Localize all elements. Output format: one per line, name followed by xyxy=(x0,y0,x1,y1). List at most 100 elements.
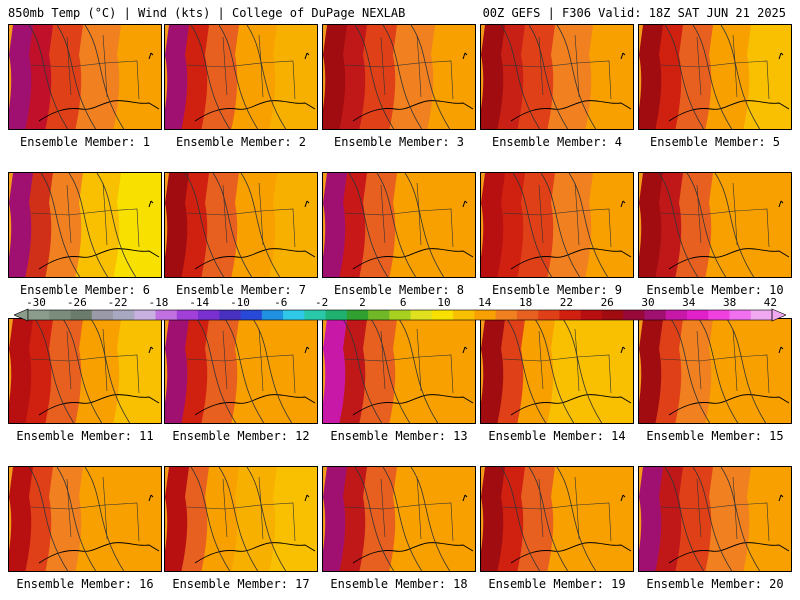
height-contour xyxy=(528,467,569,571)
height-contour xyxy=(398,319,439,423)
ensemble-member-map xyxy=(480,466,634,572)
ensemble-member-caption: Ensemble Member: 12 xyxy=(172,429,310,443)
height-contour xyxy=(720,467,761,571)
colorbar-tick: 2 xyxy=(359,296,366,309)
ensemble-member-caption: Ensemble Member: 13 xyxy=(330,429,468,443)
colorbar-swatch xyxy=(580,310,603,320)
wind-barb xyxy=(620,346,626,354)
colorbar-swatch xyxy=(623,310,645,320)
ensemble-member-caption: Ensemble Member: 14 xyxy=(488,429,626,443)
wind-barb xyxy=(462,346,468,354)
coastline xyxy=(668,248,790,270)
temperature-band xyxy=(427,25,475,129)
coastline xyxy=(352,248,474,270)
colorbar-swatch xyxy=(410,310,433,320)
state-border xyxy=(30,182,140,248)
height-contour xyxy=(376,173,417,277)
ensemble-member-map xyxy=(8,172,162,278)
wind-barb xyxy=(620,494,626,502)
wind-barb xyxy=(778,494,784,502)
colorbar-tick: -2 xyxy=(314,296,329,309)
height-contour xyxy=(28,25,69,129)
colorbar-tick: 26 xyxy=(600,296,614,309)
colorbar-tick: 38 xyxy=(722,296,737,309)
colorbar-swatch xyxy=(453,310,475,320)
colorbar-tick: -10 xyxy=(230,296,250,309)
height-contour xyxy=(534,319,575,423)
ensemble-member-caption: Ensemble Member: 3 xyxy=(333,135,465,149)
colorbar-swatch xyxy=(113,310,135,320)
wind-barb xyxy=(620,200,626,208)
height-contour xyxy=(252,319,293,423)
valid-time: 00Z GEFS | F306 Valid: 18Z SAT JUN 21 20… xyxy=(482,6,786,20)
state-border xyxy=(502,34,612,100)
ensemble-member-caption: Ensemble Member: 6 xyxy=(19,283,151,297)
colorbar-swatch xyxy=(261,310,284,320)
wind-barb xyxy=(304,52,310,60)
colorbar-swatch xyxy=(91,310,114,320)
wind-barb xyxy=(304,346,310,354)
wind-barb xyxy=(462,494,468,502)
colorbar-swatch xyxy=(346,310,369,320)
state-border xyxy=(344,328,454,394)
height-contour xyxy=(218,25,259,129)
state-border xyxy=(502,476,612,542)
height-contour xyxy=(714,173,755,277)
height-contour xyxy=(556,25,597,129)
temperature-band xyxy=(743,319,791,423)
height-contour xyxy=(84,25,125,129)
height-contour xyxy=(512,173,553,277)
wind-barb xyxy=(778,52,784,60)
height-contour xyxy=(354,467,395,571)
height-contour xyxy=(62,319,103,423)
colorbar-tick: 18 xyxy=(518,296,533,309)
ensemble-member-caption: Ensemble Member: 11 xyxy=(16,429,154,443)
coastline xyxy=(352,394,474,416)
temperature-band xyxy=(269,319,317,423)
colorbar-swatch xyxy=(70,310,93,320)
colorbar-swatch xyxy=(134,310,157,320)
wind-barb xyxy=(778,200,784,208)
temperature-band xyxy=(585,173,633,277)
height-contour xyxy=(56,25,97,129)
colorbar-swatch xyxy=(431,310,454,320)
coastline xyxy=(194,394,316,416)
colorbar-swatch xyxy=(516,310,539,320)
colorbar-min-arrow xyxy=(14,308,29,322)
ensemble-member-map xyxy=(322,466,476,572)
height-contour xyxy=(664,25,705,129)
height-contour xyxy=(370,319,411,423)
ensemble-member-map xyxy=(322,172,476,278)
coastline xyxy=(668,100,790,122)
ensemble-member-map xyxy=(164,24,318,130)
height-contour xyxy=(348,173,389,277)
coastline xyxy=(194,100,316,122)
height-contour xyxy=(404,173,445,277)
colorbar-tick: -26 xyxy=(66,296,87,309)
coastline xyxy=(510,248,632,270)
height-contour xyxy=(212,173,253,277)
map-title: 850mb Temp (°C) | Wind (kts) | College o… xyxy=(8,6,406,20)
colorbar-swatch xyxy=(495,310,518,320)
wind-barb xyxy=(304,200,310,208)
height-contour xyxy=(96,173,137,277)
colorbar-swatch xyxy=(304,310,327,320)
ensemble-member-map xyxy=(638,466,792,572)
colorbar-swatch xyxy=(240,310,263,320)
colorbar-swatch xyxy=(559,310,582,320)
colorbar-tick: -22 xyxy=(107,296,128,309)
ensemble-member-caption: Ensemble Member: 20 xyxy=(646,577,784,591)
height-contour xyxy=(190,25,231,129)
height-contour xyxy=(500,25,541,129)
height-contour xyxy=(34,319,75,423)
height-contour xyxy=(692,25,733,129)
height-contour xyxy=(720,25,761,129)
colorbar-swatch xyxy=(198,310,220,320)
height-contour xyxy=(658,173,699,277)
colorbar-tick: -6 xyxy=(274,296,288,309)
colorbar-swatch xyxy=(708,310,730,320)
ensemble-member-caption: Ensemble Member: 2 xyxy=(175,135,307,149)
ensemble-member-map xyxy=(8,318,162,424)
state-border xyxy=(660,328,770,394)
coastline xyxy=(352,100,474,122)
